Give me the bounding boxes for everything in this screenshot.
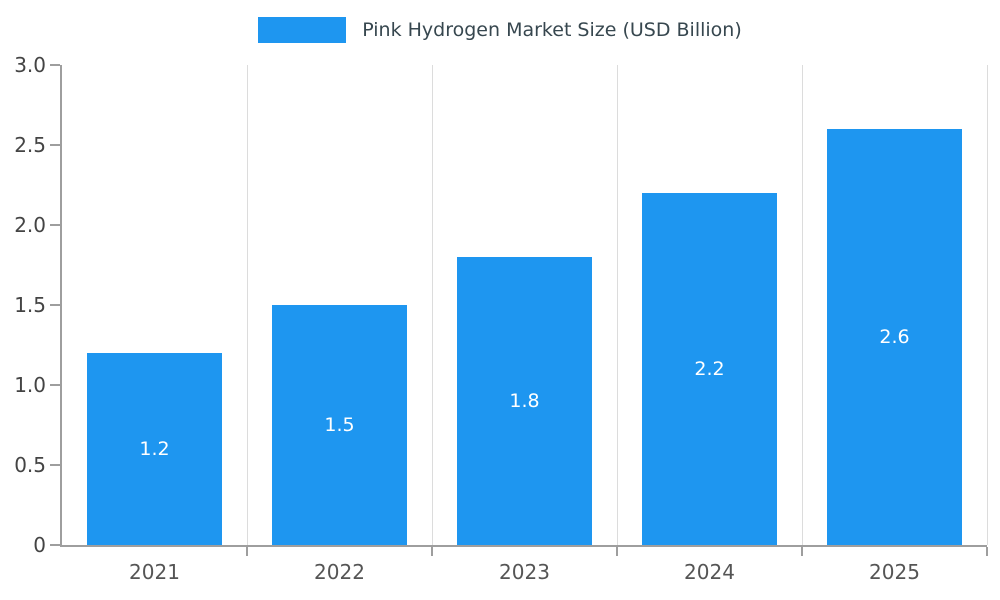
x-axis-label: 2025 — [869, 560, 920, 584]
x-axis-label: 2021 — [129, 560, 180, 584]
legend: Pink Hydrogen Market Size (USD Billion) — [0, 14, 1000, 46]
gridline — [246, 65, 248, 545]
y-axis-tick — [50, 544, 60, 546]
bar-value-label: 1.5 — [324, 414, 355, 436]
x-axis-tick — [246, 547, 248, 556]
x-axis-label: 2024 — [684, 560, 735, 584]
bar: 1.8 — [457, 257, 592, 545]
bar-value-label: 2.6 — [879, 326, 910, 348]
bar-value-label: 2.2 — [694, 358, 725, 380]
bar: 1.2 — [87, 353, 222, 545]
x-axis-tick — [431, 547, 433, 556]
y-axis-tick — [50, 64, 60, 66]
y-axis-tick — [50, 384, 60, 386]
y-axis-tick — [50, 224, 60, 226]
y-axis-tick — [50, 144, 60, 146]
y-axis-label: 1.5 — [14, 293, 46, 317]
y-axis-label: 3.0 — [14, 53, 46, 77]
bar: 1.5 — [272, 305, 407, 545]
y-axis-tick — [50, 464, 60, 466]
gridline — [616, 65, 618, 545]
y-axis-label: 0.5 — [14, 453, 46, 477]
y-axis-label: 1.0 — [14, 373, 46, 397]
bar: 2.2 — [642, 193, 777, 545]
x-axis-label: 2022 — [314, 560, 365, 584]
x-axis-label: 2023 — [499, 560, 550, 584]
y-axis-label: 2.0 — [14, 213, 46, 237]
chart-title: Pink Hydrogen Market Size (USD Billion) — [362, 19, 742, 41]
legend-swatch — [258, 17, 347, 43]
bar: 2.6 — [827, 129, 962, 545]
plot-area: 0 0.5 1.0 1.5 2.0 2.5 3.0 1.2 2021 1.5 2022 1.8 2023… — [14, 53, 988, 584]
y-axis-tick — [50, 304, 60, 306]
gridline — [431, 65, 433, 545]
bar-value-label: 1.2 — [139, 438, 170, 460]
y-axis-label: 2.5 — [14, 133, 46, 157]
x-axis-tick — [616, 547, 618, 556]
y-axis-label: 0 — [33, 533, 46, 557]
bar-value-label: 1.8 — [509, 390, 540, 412]
gridline — [986, 65, 988, 545]
x-axis-tick — [801, 547, 803, 556]
gridline — [801, 65, 803, 545]
x-axis-tick — [986, 547, 988, 556]
